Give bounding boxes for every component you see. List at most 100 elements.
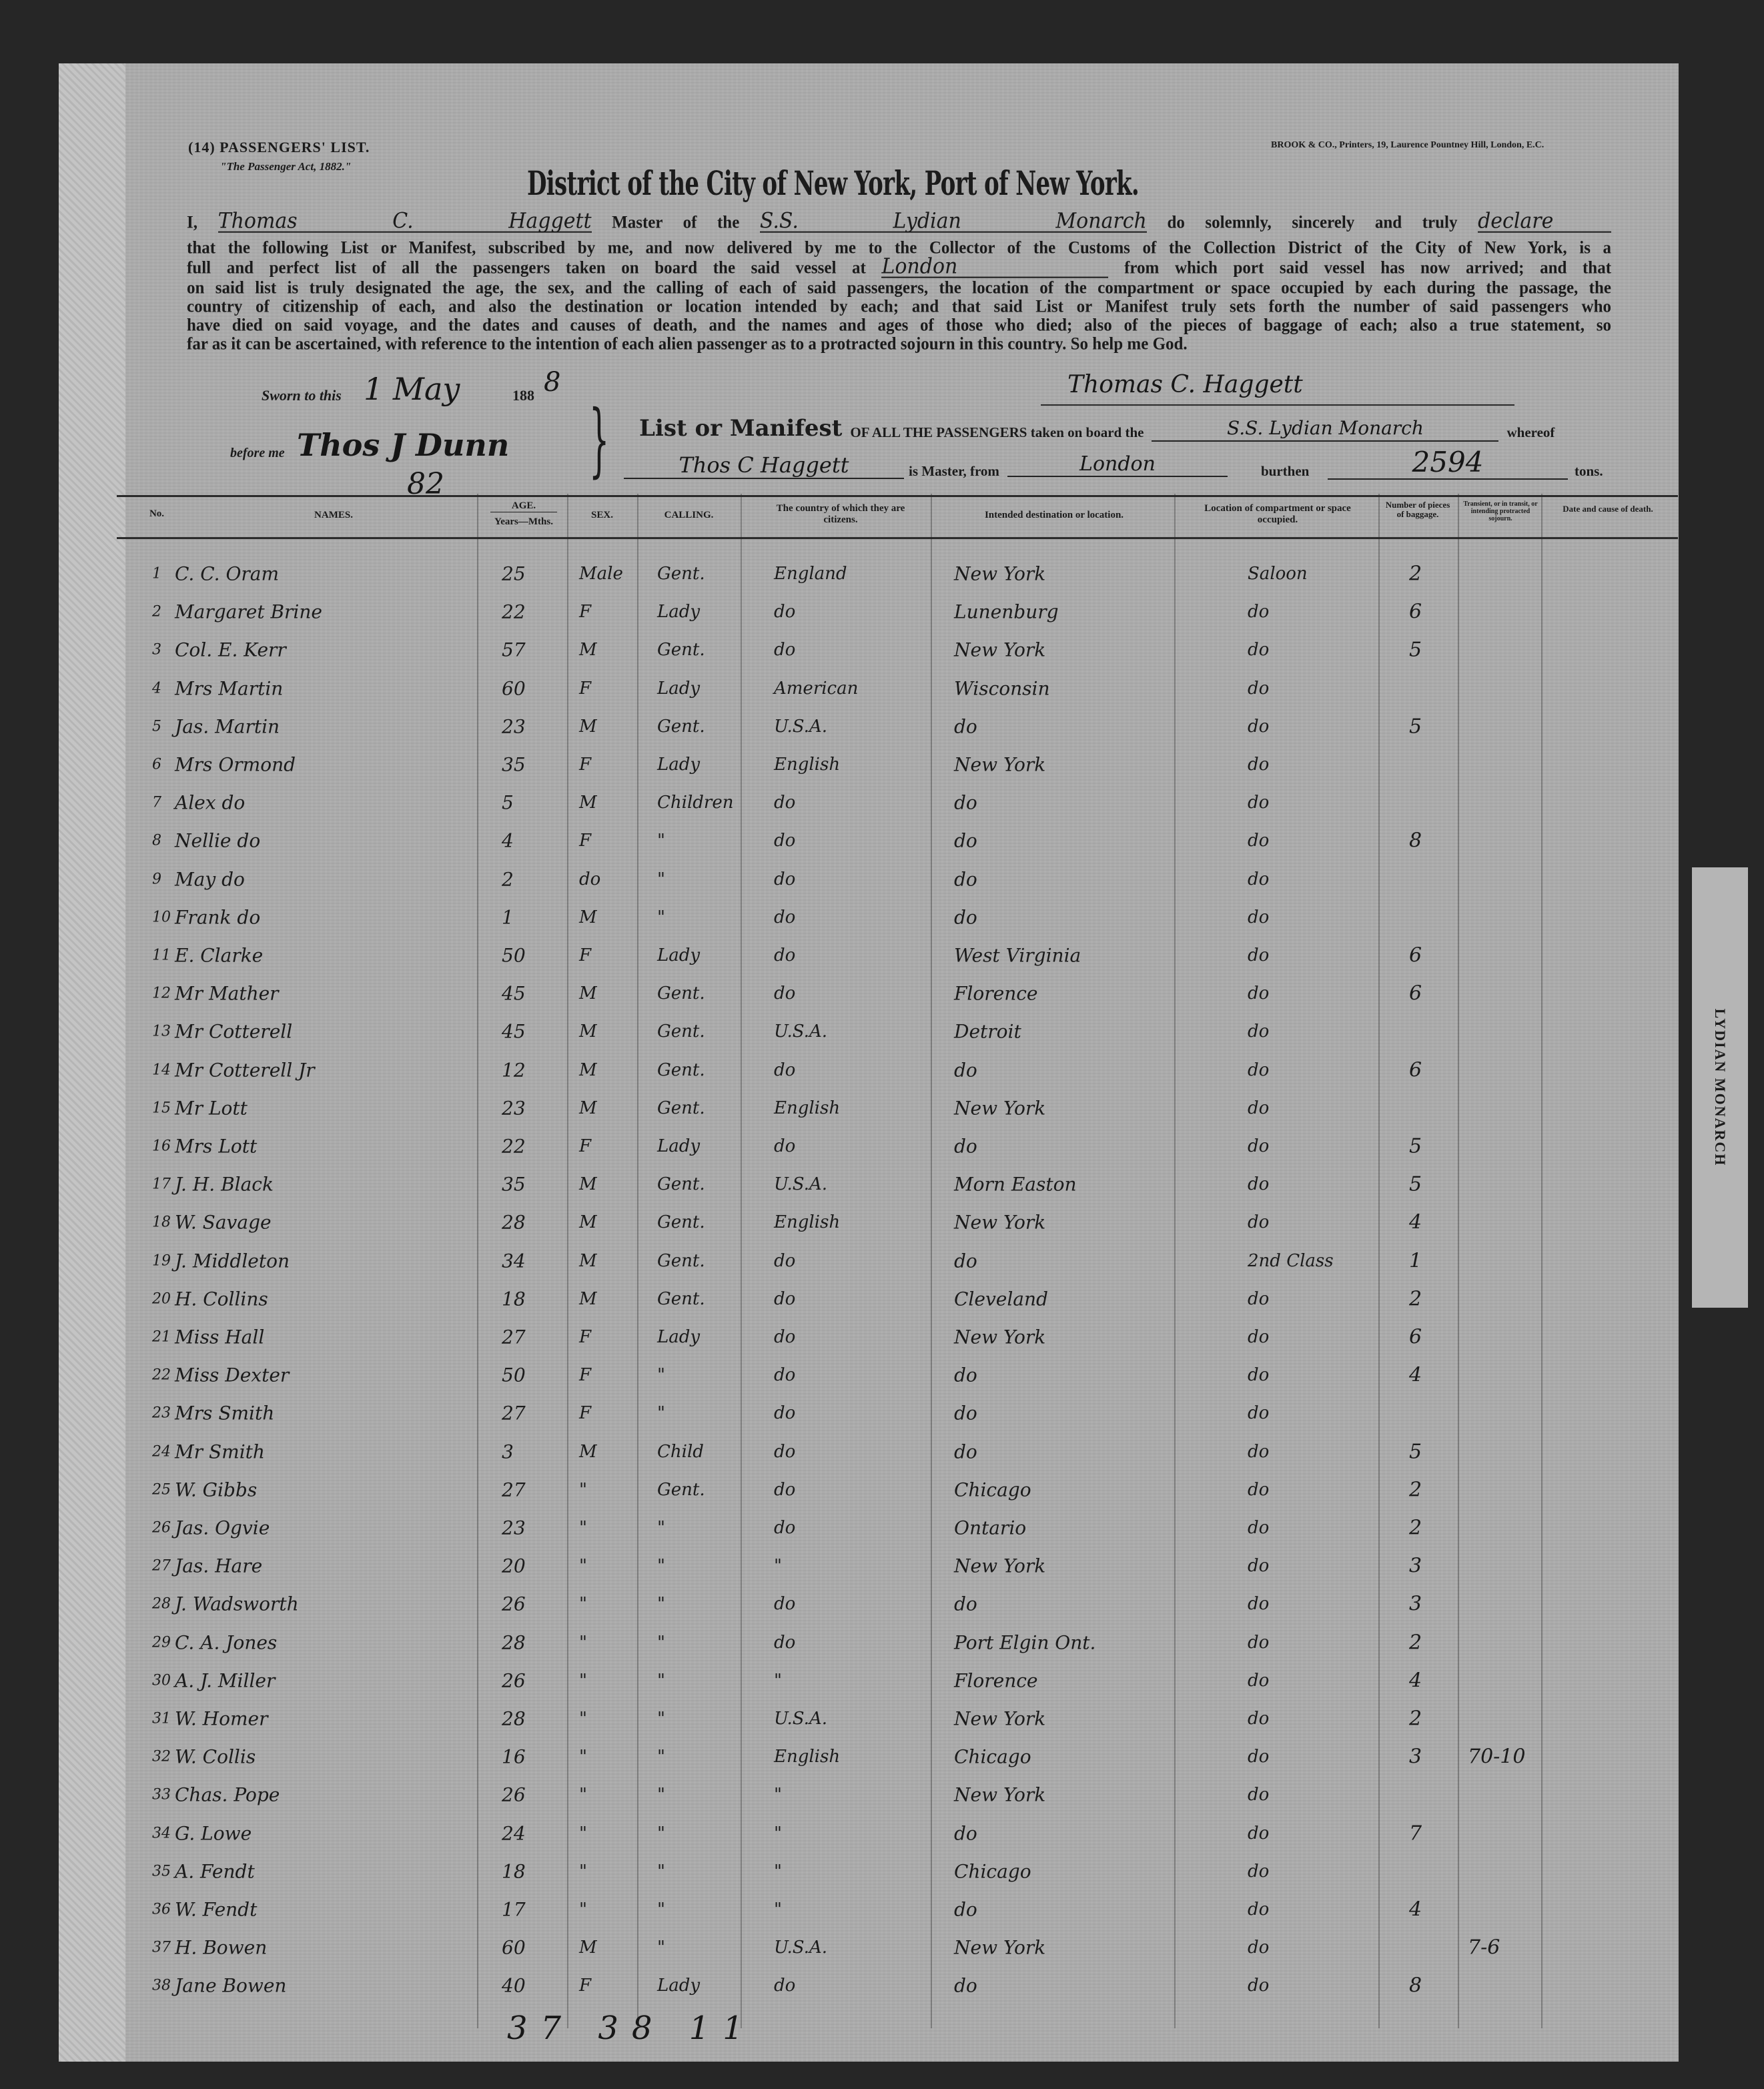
passenger-calling: Lady [657,755,701,775]
passenger-country: U.S.A. [774,1938,827,1958]
passenger-name: W. Collis [175,1745,256,1768]
passenger-calling: Gent. [657,1250,705,1271]
column-header-calling: CALLING. [664,510,714,520]
passenger-calling: Lady [657,945,701,965]
passenger-age: 18 [502,1860,526,1883]
row-number: 20 [152,1290,171,1308]
passenger-calling: Lady [657,1136,701,1156]
passenger-destination: do [954,829,977,852]
row-number: 19 [152,1252,171,1270]
passenger-age: 57 [502,639,526,661]
passenger-country: do [774,983,796,1004]
passenger-sex: F [579,1976,592,1996]
passenger-name: Jas. Hare [175,1555,263,1577]
passenger-age: 4 [502,829,514,852]
official-signature: Thos J Dunn [297,427,510,463]
passenger-sex: " [579,1670,587,1691]
passenger-destination: do [954,1059,977,1082]
manifest-page [59,63,1679,2062]
passenger-sex: " [579,1861,587,1882]
passenger-sex: M [579,1098,597,1118]
manifest-text: OF ALL THE PASSENGERS taken on board the [850,424,1144,440]
passenger-sex: M [579,1021,597,1042]
passenger-sex: Male [579,564,623,584]
row-number: 15 [152,1100,171,1117]
column-header-location: Location of compartment or space occupie… [1204,503,1351,525]
signature-line [1041,404,1514,406]
row-number: 26 [152,1519,171,1537]
passenger-sex: F [579,1327,592,1347]
passenger-calling: Children [657,793,734,813]
row-number: 23 [152,1404,171,1422]
passenger-country: English [774,1212,841,1233]
passenger-calling: Gent. [657,1479,705,1500]
manifest-vessel-field: S.S. Lydian Monarch [1152,416,1499,442]
oath-line-5: country of citizenship of each, and also… [187,297,1611,316]
passenger-sex: F [579,831,592,851]
passenger-destination: New York [954,1555,1046,1577]
passenger-sex: " [579,1823,587,1843]
passenger-destination: do [954,1364,977,1386]
passenger-calling: Child [657,1441,704,1462]
row-number: 6 [152,756,161,773]
row-number: 27 [152,1557,171,1575]
passenger-calling: Gent. [657,1060,705,1080]
passenger-location: do [1248,1365,1270,1386]
passenger-location: do [1248,1632,1270,1653]
passenger-age: 2 [502,868,514,891]
passenger-sex: F [579,602,592,622]
column-header-transient: Transient, or in transit, or intending p… [1463,500,1538,522]
passenger-destination: Ontario [954,1517,1027,1539]
column-divider [1458,494,1459,2028]
passenger-location: do [1248,1938,1270,1958]
row-number: 16 [152,1138,171,1155]
passenger-location: do [1248,907,1270,927]
column-divider [1174,494,1176,2028]
passenger-location: do [1248,1327,1270,1347]
passenger-calling: Gent. [657,1098,705,1118]
passenger-name: J. Wadsworth [175,1593,299,1615]
passenger-country: do [774,1518,796,1538]
passenger-location: do [1248,1900,1270,1920]
sworn-bracket: } [588,394,610,486]
passenger-sex: " [579,1632,587,1653]
passenger-name: W. Homer [175,1707,268,1730]
passenger-destination: Port Elgin Ont. [954,1631,1096,1654]
oath-line-7: far as it can be ascertained, with refer… [187,334,1188,354]
passenger-calling: " [657,1670,665,1691]
passenger-location: do [1248,1823,1270,1843]
row-number: 37 [152,1939,171,1956]
passenger-location: do [1248,1861,1270,1882]
passenger-destination: do [954,1440,977,1463]
passenger-location: do [1248,1136,1270,1156]
passenger-age: 23 [502,715,526,738]
passenger-sex: " [579,1900,587,1920]
passenger-age: 22 [502,600,526,623]
passenger-country: do [774,945,796,965]
passenger-transient: 7-6 [1468,1936,1500,1960]
passenger-country: do [774,1403,796,1424]
passenger-destination: do [954,1974,977,1997]
passenger-name: Nellie do [175,829,261,852]
manifest-line-1: List or Manifest OF ALL THE PASSENGERS t… [639,415,1555,442]
passenger-name: Mrs Martin [175,677,284,700]
passenger-destination: New York [954,1211,1046,1234]
header-rule [117,495,1678,497]
passenger-baggage: 6 [1409,981,1422,1005]
passenger-sex: F [579,1365,592,1386]
passenger-name: Mr Mather [175,982,279,1005]
passenger-country: English [774,1098,841,1118]
passenger-age: 28 [502,1211,526,1234]
manifest-heading: List or Manifest [639,415,843,442]
passenger-age: 45 [502,1020,526,1043]
before-me-label: before me [230,446,285,460]
passenger-name: Frank do [175,906,261,929]
passenger-age: 60 [502,677,526,700]
passenger-name: A. J. Miller [175,1669,276,1692]
passenger-destination: do [954,1593,977,1615]
passenger-baggage: 8 [1409,829,1422,853]
passenger-destination: do [954,868,977,891]
passenger-name: Mr Smith [175,1440,265,1463]
passenger-age: 24 [502,1822,526,1845]
passenger-location: do [1248,640,1270,661]
